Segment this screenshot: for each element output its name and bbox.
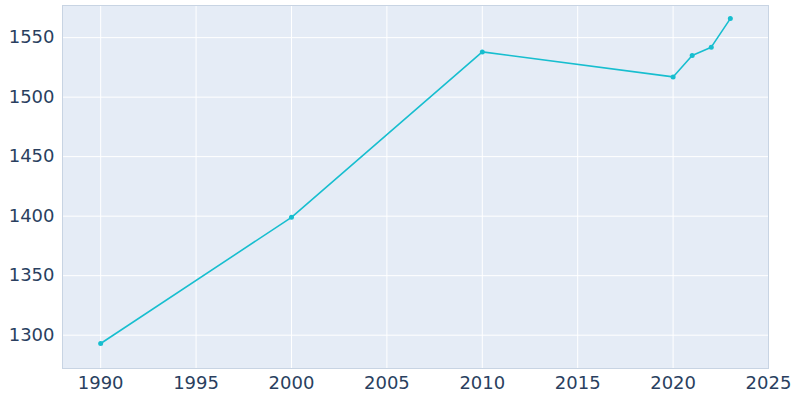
svg-text:2020: 2020 [650, 372, 696, 393]
svg-text:1550: 1550 [9, 26, 55, 47]
svg-text:1350: 1350 [9, 264, 55, 285]
svg-text:2010: 2010 [459, 372, 505, 393]
svg-text:2025: 2025 [746, 372, 792, 393]
svg-text:1400: 1400 [9, 205, 55, 226]
svg-text:1500: 1500 [9, 86, 55, 107]
svg-text:1990: 1990 [78, 372, 124, 393]
svg-text:2005: 2005 [364, 372, 410, 393]
svg-text:2015: 2015 [555, 372, 601, 393]
svg-text:1450: 1450 [9, 145, 55, 166]
svg-text:1300: 1300 [9, 324, 55, 345]
svg-text:1995: 1995 [173, 372, 219, 393]
svg-text:2000: 2000 [269, 372, 315, 393]
